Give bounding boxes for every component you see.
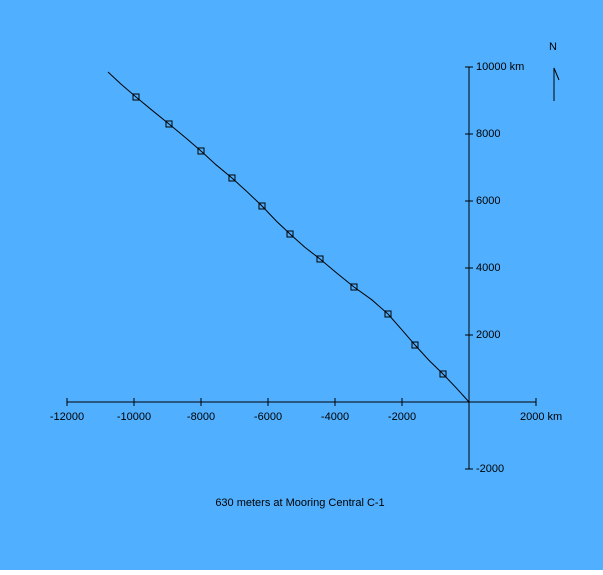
marker [132, 93, 140, 101]
marker [384, 310, 392, 318]
x-tick-label: -10000 [117, 411, 151, 423]
north-arrow [553, 67, 560, 101]
x-tick-label: 2000 km [520, 411, 562, 423]
x-tick-label: -4000 [321, 411, 349, 423]
chart-title: 630 meters at Mooring Central C-1 [215, 497, 384, 509]
marker [286, 230, 294, 238]
y-tick-label: 6000 [476, 195, 500, 207]
marker [316, 255, 324, 263]
x-tick-label: -12000 [50, 411, 84, 423]
x-tick-label: -2000 [388, 411, 416, 423]
x-tick-label: -6000 [254, 411, 282, 423]
marker [350, 283, 358, 291]
y-tick-label: 8000 [476, 128, 500, 140]
marker [439, 370, 447, 378]
marker [197, 147, 205, 155]
track-line [107, 71, 470, 403]
marker [165, 120, 173, 128]
y-tick-label: -2000 [476, 463, 504, 475]
north-label: N [549, 41, 557, 53]
y-tick-label: 10000 km [476, 61, 524, 73]
marker [228, 174, 236, 182]
marker [411, 341, 419, 349]
marker [258, 202, 266, 210]
x-tick-label: -8000 [187, 411, 215, 423]
y-tick-label: 2000 [476, 329, 500, 341]
y-tick-label: 4000 [476, 262, 500, 274]
